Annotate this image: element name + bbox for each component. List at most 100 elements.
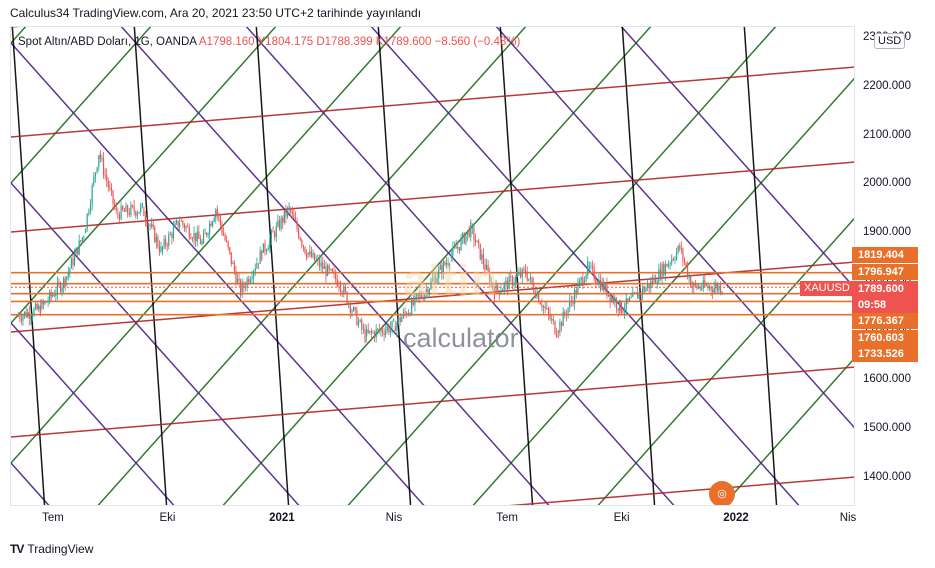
candle-body bbox=[674, 259, 676, 261]
candle-body bbox=[338, 286, 340, 288]
candle-body bbox=[210, 223, 212, 226]
candle-body bbox=[185, 226, 187, 229]
candle-body bbox=[55, 293, 57, 297]
time-axis[interactable]: Tem Eki 2021 Nis Tem Eki 2022 Nis bbox=[10, 506, 856, 534]
candle-body bbox=[623, 309, 626, 313]
candle-body bbox=[175, 220, 178, 224]
candle-body bbox=[638, 292, 640, 299]
candle-body bbox=[427, 289, 429, 295]
candle-body bbox=[417, 295, 419, 297]
candle-body bbox=[27, 312, 29, 318]
candle-body bbox=[445, 263, 448, 265]
candle-body bbox=[656, 282, 658, 284]
candle-body bbox=[503, 283, 505, 290]
candle-body bbox=[533, 283, 535, 293]
candle-body bbox=[696, 285, 698, 289]
candle-body bbox=[198, 231, 200, 239]
candle-body bbox=[411, 300, 413, 315]
candle-body bbox=[320, 262, 322, 267]
candle-body bbox=[396, 322, 398, 331]
candle-body bbox=[335, 273, 337, 280]
candle-body bbox=[73, 254, 76, 266]
candle-body bbox=[497, 285, 499, 291]
candle-body bbox=[309, 251, 311, 255]
candle-body bbox=[596, 282, 598, 285]
candle-body bbox=[219, 216, 222, 225]
candle-body bbox=[204, 232, 206, 234]
x-tick-label: Tem bbox=[42, 512, 64, 524]
candle-body bbox=[83, 236, 85, 238]
candle-body bbox=[261, 250, 263, 260]
candle-body bbox=[56, 282, 59, 294]
candle-body bbox=[301, 240, 303, 246]
candle-body bbox=[484, 264, 486, 270]
candle-body bbox=[473, 227, 475, 241]
candle-body bbox=[171, 234, 173, 239]
candle-body bbox=[348, 303, 350, 305]
candle-body bbox=[679, 245, 681, 249]
candle-body bbox=[253, 271, 255, 278]
x-tick-label: Nis bbox=[385, 512, 403, 524]
candle-body bbox=[479, 243, 481, 260]
candle-body bbox=[357, 321, 360, 326]
candle-body bbox=[682, 248, 684, 260]
candle-body bbox=[296, 220, 298, 230]
candle-body bbox=[147, 224, 150, 226]
candle-body bbox=[215, 210, 217, 218]
candle-body bbox=[686, 265, 689, 278]
candle-body bbox=[556, 333, 558, 338]
candle-body bbox=[75, 248, 77, 255]
candle-body bbox=[61, 287, 63, 292]
candle-body bbox=[401, 317, 403, 322]
candle-body bbox=[528, 278, 530, 281]
candle-body bbox=[468, 230, 470, 237]
candle-body bbox=[277, 220, 279, 226]
candle-body bbox=[493, 289, 496, 299]
candle-body bbox=[697, 286, 700, 289]
candle-body bbox=[520, 272, 522, 278]
candle-body bbox=[63, 278, 65, 288]
candle-body bbox=[661, 264, 663, 279]
candle-body bbox=[33, 308, 35, 316]
candle-body bbox=[627, 298, 629, 301]
candle-body bbox=[325, 266, 327, 276]
candle-body bbox=[595, 279, 597, 283]
candle-body bbox=[323, 266, 325, 269]
candle-body bbox=[141, 203, 143, 206]
candle-body bbox=[599, 279, 602, 290]
candle-body bbox=[356, 309, 358, 326]
candle-body bbox=[330, 269, 332, 270]
candle-body bbox=[84, 229, 87, 234]
symbol-legend[interactable]: Spot Altın/ABD Doları, 1G, OANDA A1798.1… bbox=[18, 36, 520, 48]
candle-body bbox=[236, 278, 239, 283]
candle-body bbox=[478, 240, 480, 244]
candle-body bbox=[59, 283, 62, 292]
candle-body bbox=[658, 269, 660, 283]
candle-body bbox=[151, 224, 153, 227]
chart-pane[interactable]: altin calculator ◎ bbox=[10, 26, 855, 506]
price-label: 1796.947 bbox=[852, 264, 918, 280]
candle-body bbox=[136, 213, 139, 216]
candle-body bbox=[470, 221, 472, 237]
candle-body bbox=[367, 329, 369, 333]
candle-body bbox=[622, 309, 624, 313]
candle-body bbox=[557, 331, 559, 334]
candle-body bbox=[402, 311, 405, 318]
candle-body bbox=[546, 308, 548, 309]
price-label: 1760.603 bbox=[852, 330, 918, 346]
candle-body bbox=[474, 240, 477, 243]
candle-body bbox=[49, 291, 51, 302]
candle-body bbox=[140, 205, 142, 212]
candle-body bbox=[315, 259, 317, 261]
candle-body bbox=[633, 292, 636, 294]
candle-body bbox=[317, 259, 319, 260]
candle-body bbox=[160, 246, 162, 252]
candle-body bbox=[58, 282, 60, 284]
candle-body bbox=[431, 279, 434, 282]
y-tick-label: 2000.000 bbox=[863, 177, 911, 190]
candle-body bbox=[213, 217, 215, 222]
candle-body bbox=[131, 205, 134, 207]
purple-diagonal-line bbox=[11, 41, 425, 505]
currency-button[interactable]: USD bbox=[874, 33, 906, 49]
candle-body bbox=[17, 316, 19, 317]
